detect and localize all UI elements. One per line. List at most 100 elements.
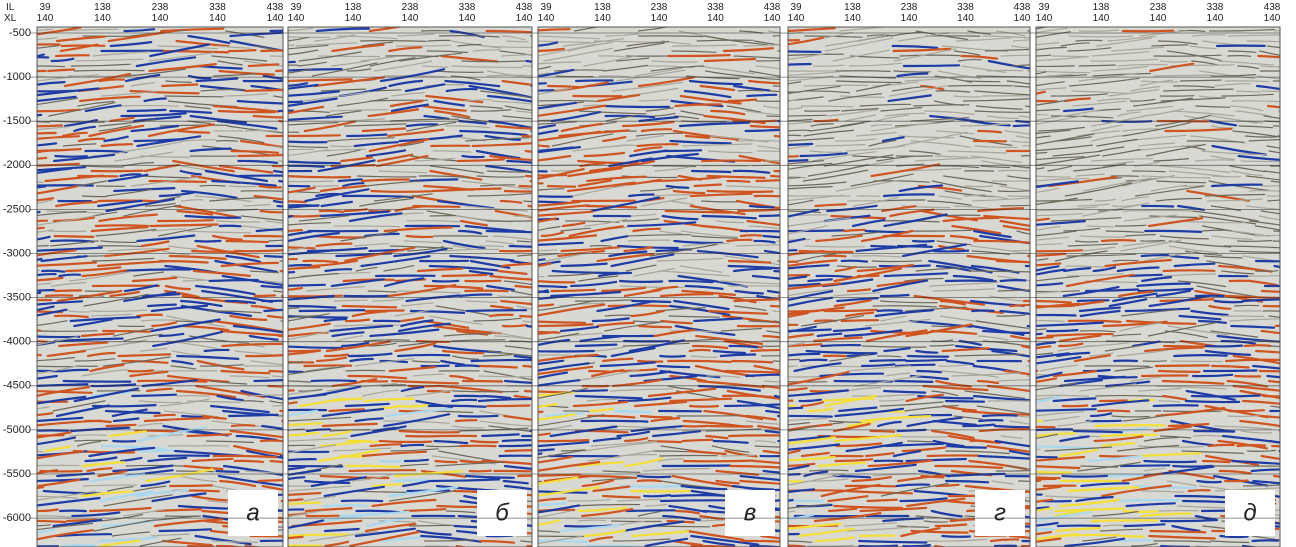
reflector — [1194, 431, 1234, 432]
panel-label: д — [1243, 499, 1256, 526]
reflector — [934, 251, 969, 252]
reflector — [524, 351, 594, 352]
reflector — [428, 40, 450, 41]
reflector — [692, 171, 731, 172]
reflector — [1102, 240, 1135, 241]
reflector — [1197, 481, 1220, 482]
reflector — [129, 370, 154, 371]
reflector — [671, 495, 724, 496]
reflector — [331, 146, 355, 147]
reflector — [96, 225, 148, 226]
reflector — [942, 536, 969, 537]
reflector — [10, 355, 41, 356]
reflector — [1114, 500, 1180, 501]
reflector — [140, 450, 173, 451]
reflector — [741, 541, 788, 542]
il-value: 238 — [152, 2, 169, 13]
reflector — [343, 306, 397, 307]
reflector — [1206, 346, 1242, 347]
reflector — [229, 50, 256, 51]
xl-value: 140 — [37, 13, 54, 24]
reflector — [13, 451, 42, 452]
reflector — [776, 51, 820, 52]
axis-tick-label: -5000 — [3, 424, 31, 436]
reflector — [394, 480, 428, 481]
reflector — [860, 546, 898, 547]
panel-label: а — [246, 499, 259, 526]
reflector — [219, 111, 275, 112]
reflector — [487, 221, 537, 222]
reflector — [1203, 461, 1230, 462]
reflector — [872, 261, 921, 262]
reflector — [834, 476, 870, 477]
reflector — [747, 95, 776, 96]
xl-value: 140 — [764, 13, 781, 24]
reflector — [609, 306, 669, 307]
reflector — [176, 396, 210, 397]
reflector — [467, 310, 526, 311]
reflector — [529, 305, 553, 306]
panel-bg — [788, 27, 1030, 547]
reflector — [844, 230, 865, 231]
reflector — [342, 501, 382, 502]
il-value: 238 — [402, 2, 419, 13]
reflector — [229, 415, 278, 416]
reflector — [148, 305, 176, 306]
il-value: 338 — [459, 2, 476, 13]
xl-value: 140 — [209, 13, 226, 24]
reflector — [286, 265, 311, 266]
reflector — [722, 455, 754, 456]
reflector — [1109, 475, 1141, 476]
il-value: 438 — [267, 2, 284, 13]
reflector — [965, 186, 992, 187]
reflector — [128, 110, 166, 111]
reflector — [452, 400, 476, 401]
reflector — [503, 325, 526, 326]
reflector — [55, 290, 81, 291]
reflector — [349, 470, 415, 471]
reflector — [1154, 405, 1198, 406]
reflector — [56, 55, 89, 56]
reflector — [690, 406, 718, 407]
reflector — [1172, 361, 1222, 362]
reflector — [320, 211, 343, 212]
reflector — [55, 316, 88, 317]
reflector — [1123, 536, 1144, 537]
reflector — [1174, 355, 1227, 356]
il-value: 39 — [790, 2, 802, 13]
reflector — [29, 430, 69, 431]
reflector — [632, 491, 691, 492]
reflector — [55, 156, 86, 157]
il-value: 438 — [764, 2, 781, 13]
reflector — [456, 365, 480, 366]
il-value: 138 — [345, 2, 362, 13]
reflector — [998, 170, 1028, 171]
il-value: 39 — [540, 2, 552, 13]
reflector — [1076, 40, 1102, 41]
xl-value: 140 — [288, 13, 305, 24]
reflector — [55, 236, 94, 237]
axis-tick-label: -1500 — [3, 115, 31, 127]
reflector — [736, 141, 787, 142]
xl-value: 140 — [651, 13, 668, 24]
reflector — [98, 201, 157, 202]
reflector — [658, 366, 689, 367]
reflector — [928, 455, 979, 456]
reflector — [1113, 260, 1138, 261]
reflector — [1023, 66, 1074, 67]
reflector — [639, 36, 703, 37]
reflector — [41, 331, 98, 332]
reflector — [1063, 476, 1108, 477]
reflector — [1159, 371, 1200, 372]
reflector — [285, 176, 350, 177]
reflector — [949, 85, 1013, 86]
reflector — [107, 425, 136, 426]
reflector — [1085, 366, 1149, 367]
reflector — [1215, 301, 1243, 302]
xl-value: 140 — [459, 13, 476, 24]
axis-tick-label: -4500 — [3, 380, 31, 392]
reflector — [200, 185, 225, 186]
reflector — [842, 261, 867, 262]
reflector — [1278, 426, 1296, 429]
reflector — [842, 320, 878, 321]
